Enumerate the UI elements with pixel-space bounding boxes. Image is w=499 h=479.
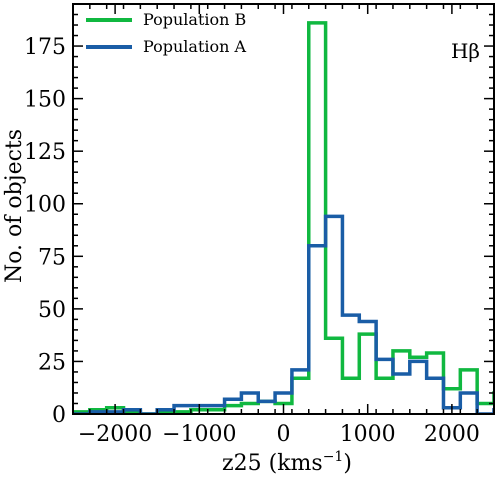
- y-tick-label: 100: [24, 193, 66, 218]
- series-layer: [73, 21, 494, 414]
- y-tick-label: 175: [24, 35, 66, 60]
- y-tick-label: 75: [38, 245, 66, 270]
- y-tick-label: 150: [24, 88, 66, 113]
- x-tick-label: 0: [277, 422, 291, 447]
- legend: Population B Population A: [86, 10, 247, 56]
- y-tick-label: 0: [52, 403, 66, 428]
- y-axis-label: No. of objects: [2, 129, 27, 283]
- y-tick-label: 50: [38, 298, 66, 323]
- y-tick-label: 125: [24, 140, 66, 165]
- legend-label: Population B: [143, 10, 246, 29]
- tick-labels: −2000 −1000 0 1000 2000 0 25 50 75 100 125 150 175: [24, 35, 480, 447]
- x-tick-label: 1000: [340, 422, 396, 447]
- line-annotation: Hβ: [451, 39, 480, 63]
- x-tick-label: −2000: [78, 422, 152, 447]
- x-tick-label: 2000: [424, 422, 480, 447]
- legend-label: Population A: [143, 37, 247, 56]
- y-tick-label: 25: [38, 350, 66, 375]
- series-0-histogram: [73, 21, 494, 414]
- ticks-layer: [72, 4, 495, 415]
- x-axis-label: z25 (kms−1): [222, 449, 352, 476]
- x-tick-label: −1000: [162, 422, 236, 447]
- series-1-histogram: [73, 214, 494, 414]
